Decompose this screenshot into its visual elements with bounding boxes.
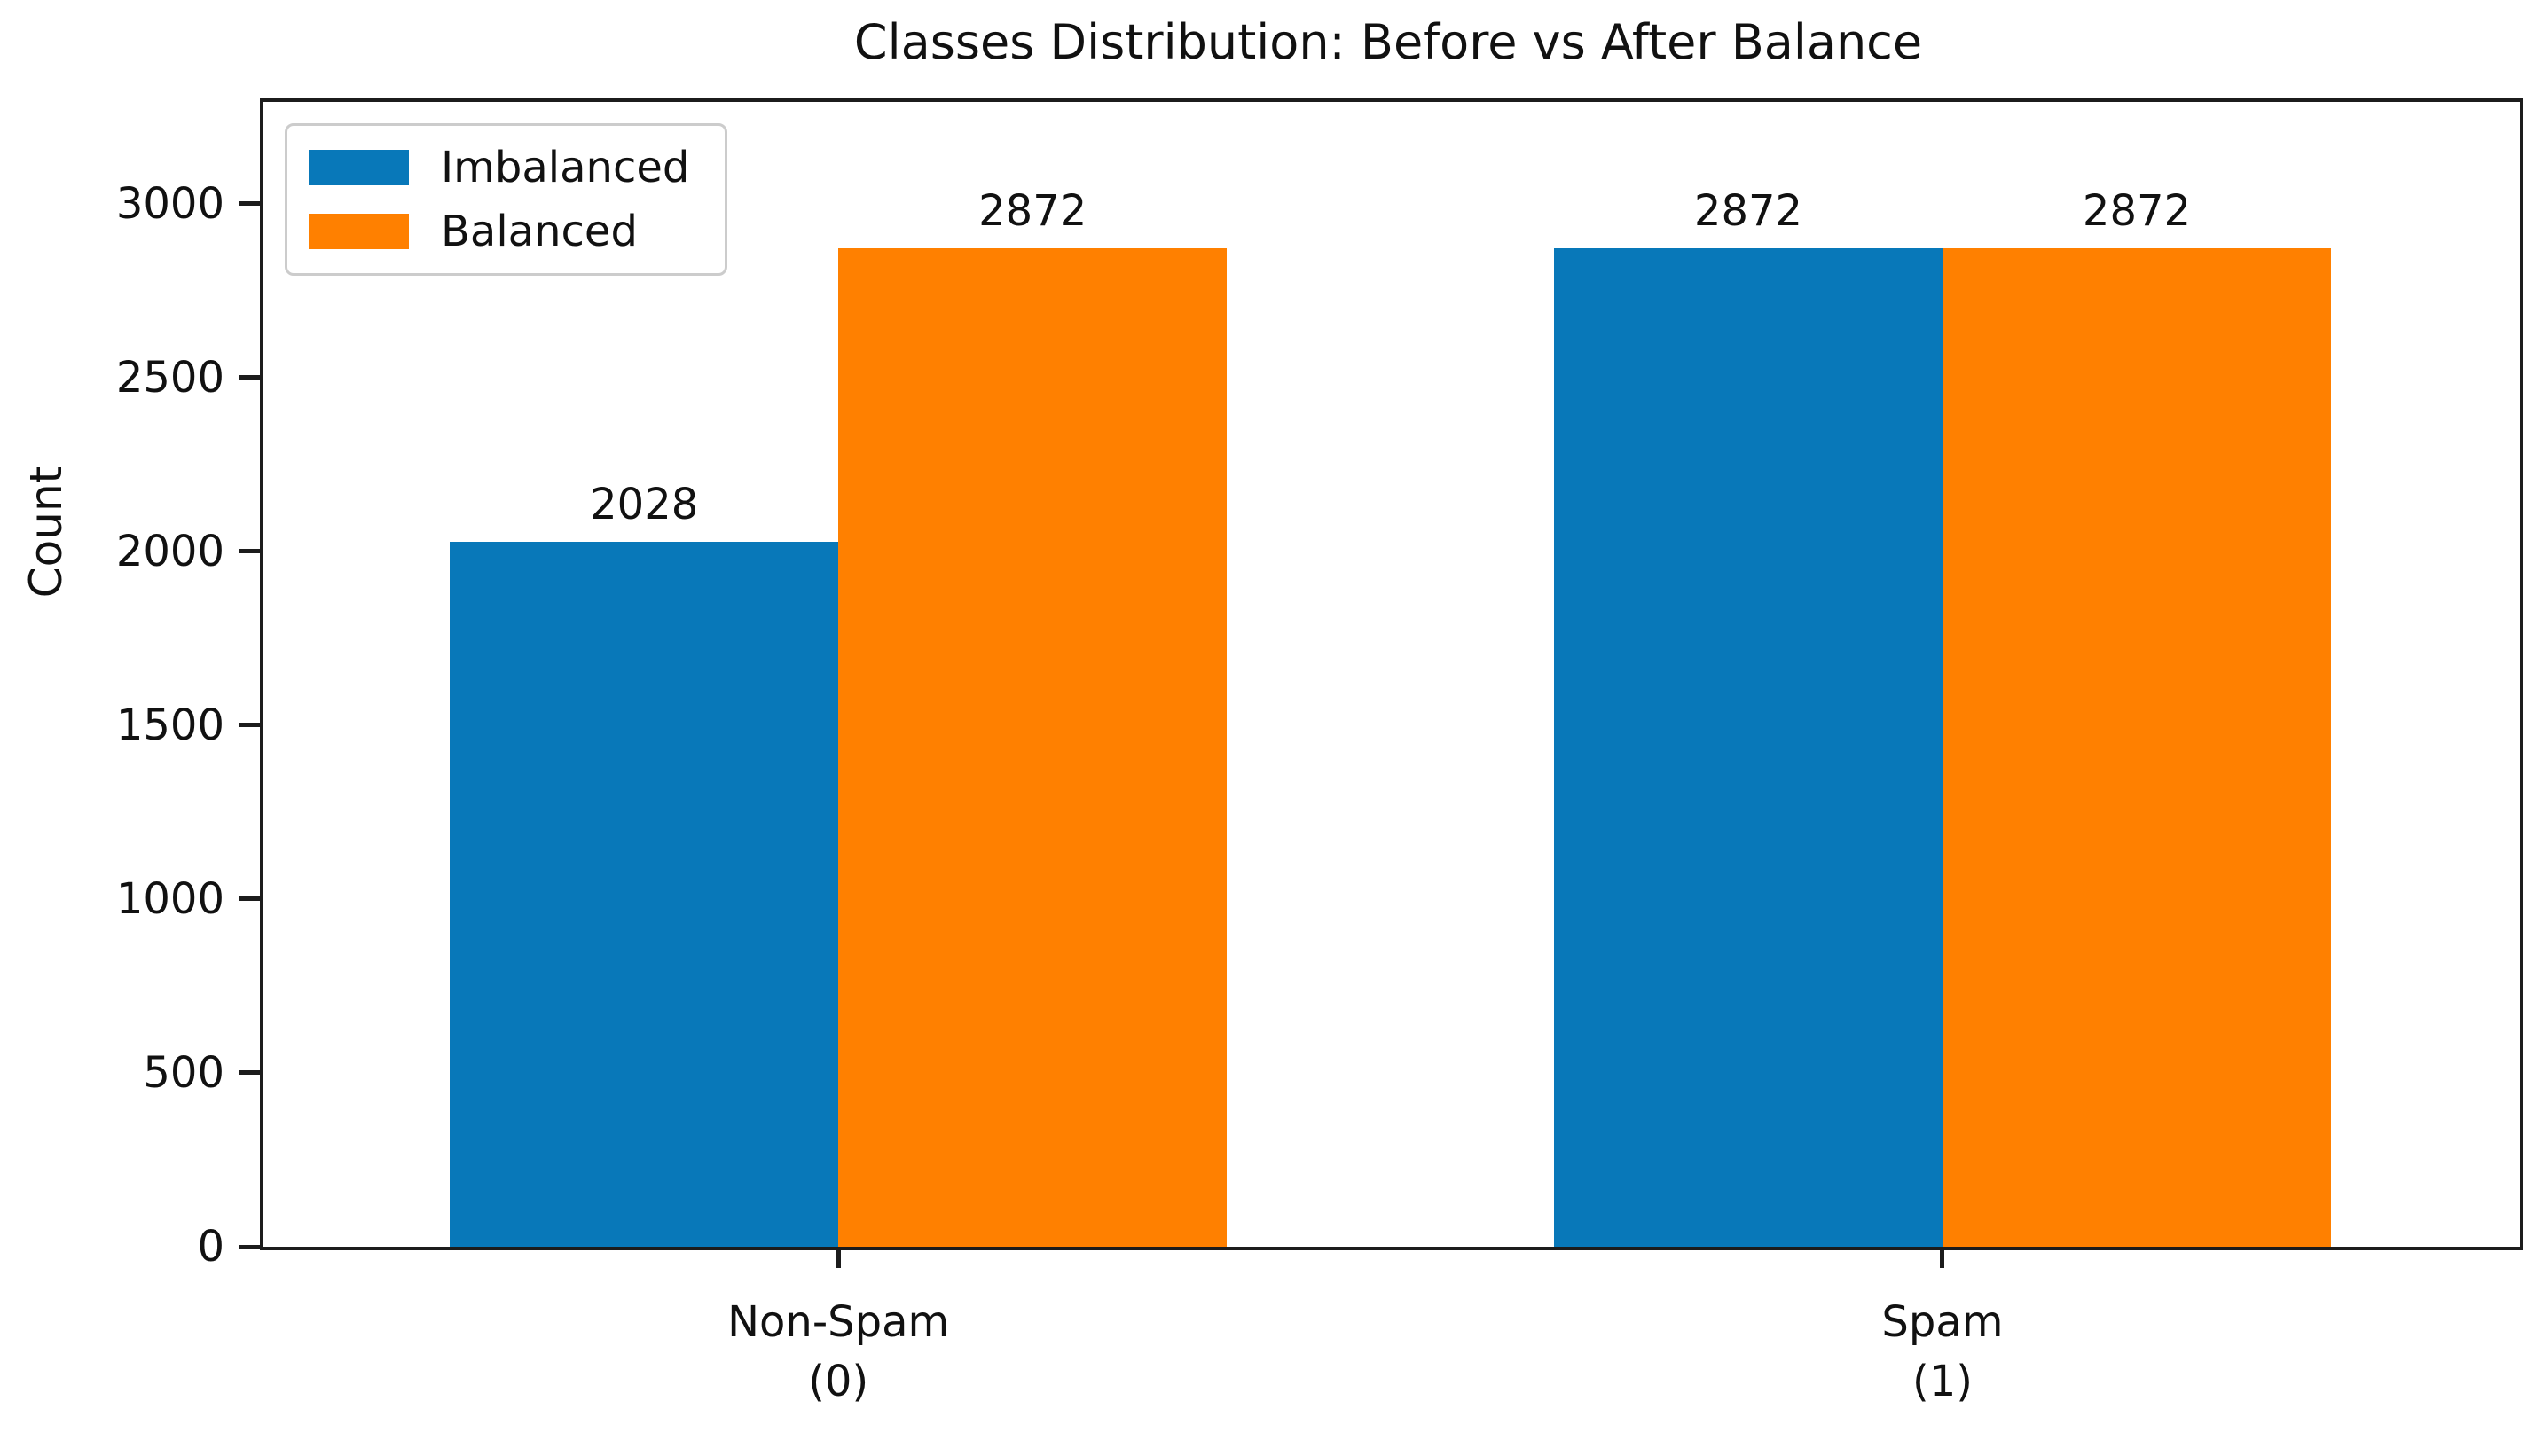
- y-tick-mark: [239, 723, 260, 728]
- bar-imbalanced-non-spam: [450, 541, 839, 1247]
- legend-item-balanced: Balanced: [309, 206, 689, 257]
- y-tick-label: 0: [197, 1222, 224, 1272]
- y-tick-label: 2000: [115, 526, 224, 576]
- y-tick-mark: [239, 896, 260, 902]
- bar-balanced-spam: [1942, 248, 2331, 1247]
- x-tick-label-non-spam: Non-Spam (0): [727, 1293, 949, 1412]
- bar-balanced-non-spam: [838, 248, 1228, 1247]
- bar-value-label: 2872: [2082, 186, 2192, 237]
- legend-label: Imbalanced: [441, 143, 690, 192]
- y-tick-label: 2500: [115, 352, 224, 403]
- bar-value-label: 2872: [978, 186, 1087, 237]
- y-tick-mark: [239, 375, 260, 380]
- bar-value-label: 2028: [590, 479, 699, 529]
- y-tick-label: 1000: [115, 873, 224, 924]
- x-tick-label-spam: Spam (1): [1881, 1293, 2003, 1412]
- x-tick-label-line2: (1): [1911, 1357, 1973, 1407]
- legend-swatch-balanced: [309, 214, 409, 249]
- x-tick-label-line1: Non-Spam: [727, 1297, 950, 1347]
- x-tick-mark: [836, 1247, 841, 1268]
- y-axis-label: Count: [20, 466, 72, 599]
- legend-label: Balanced: [441, 207, 638, 256]
- y-tick-mark: [239, 201, 260, 207]
- bar-imbalanced-spam: [1553, 248, 1943, 1247]
- y-tick-mark: [239, 1244, 260, 1249]
- legend-item-imbalanced: Imbalanced: [309, 142, 689, 193]
- y-tick-label: 3000: [115, 178, 224, 229]
- y-tick-mark: [239, 549, 260, 554]
- legend-swatch-imbalanced: [309, 150, 409, 185]
- y-tick-mark: [239, 1070, 260, 1076]
- chart-title: Classes Distribution: Before vs After Ba…: [853, 14, 1923, 70]
- plot-area: 0 500 1000 1500 2000 2500 3000 Non-Spam (0) Spam (…: [116, 98, 2523, 1406]
- x-tick-label-line1: Spam: [1881, 1297, 2004, 1347]
- y-tick-label: 500: [143, 1047, 224, 1098]
- y-tick-label: 1500: [115, 700, 224, 750]
- x-tick-mark: [1940, 1247, 1945, 1268]
- x-tick-label-line2: (0): [808, 1357, 869, 1407]
- legend: Imbalanced Balanced: [285, 123, 728, 276]
- bar-value-label: 2872: [1693, 186, 1803, 237]
